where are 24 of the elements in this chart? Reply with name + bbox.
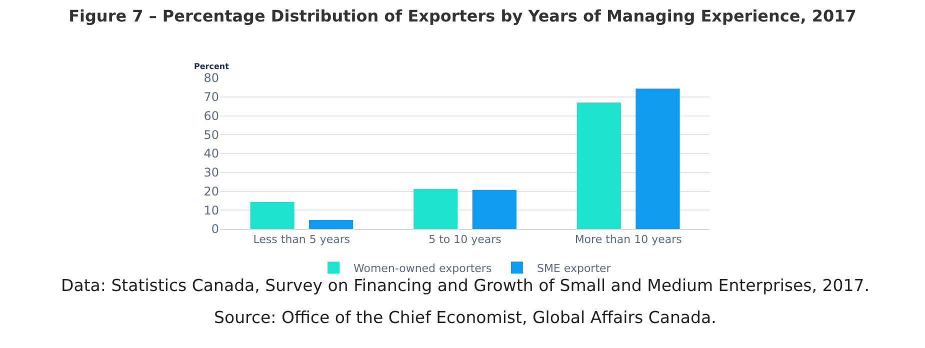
x-tick-label: Less than 5 years <box>253 233 350 246</box>
y-tick-label: 60 <box>204 108 219 123</box>
x-tick-label: More than 10 years <box>574 233 682 246</box>
chart-title: Figure 7 – Percentage Distribution of Exporters by Years of Managing Experience, 2017 <box>68 6 856 26</box>
y-tick-label: 0 <box>211 222 219 236</box>
y-tick-label: 50 <box>204 128 219 142</box>
bar <box>309 220 354 229</box>
y-tick-label: 70 <box>204 90 219 104</box>
legend-label: SME exporter <box>536 262 612 275</box>
bar <box>636 88 680 229</box>
text: Data: Statistics Canada, Survey on Financing and Growth of Small and Medium Enterprises, 2017. <box>61 276 870 295</box>
y-tick-label: 20 <box>204 184 219 198</box>
bar <box>472 190 516 229</box>
source-note: Source: Office of the Chief Economist, Global Affairs Canada. <box>214 308 716 327</box>
bar <box>250 202 294 229</box>
y-tick-label: 30 <box>204 166 219 180</box>
bar <box>576 102 621 229</box>
x-tick-label: 5 to 10 years <box>428 233 502 246</box>
legend-label: Women-owned exporters <box>354 262 492 275</box>
y-tick-label: 80 <box>204 71 219 86</box>
y-tick-label: 10 <box>204 203 219 218</box>
y-axis-title: Percent <box>194 62 230 71</box>
y-tick-label: 40 <box>204 146 219 161</box>
bar <box>414 188 458 229</box>
